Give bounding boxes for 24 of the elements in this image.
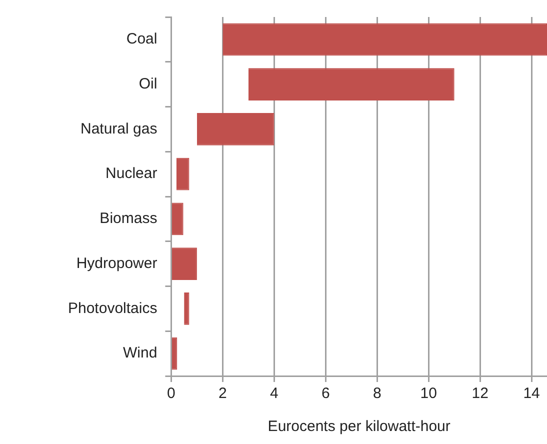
x-tick-label: 8 bbox=[372, 385, 382, 402]
bar bbox=[196, 113, 274, 146]
x-tick-label: 14 bbox=[523, 385, 540, 402]
bar bbox=[172, 248, 197, 280]
x-tick-label: 0 bbox=[167, 385, 176, 402]
y-tick-label: Hydropower bbox=[76, 254, 158, 272]
x-tick-label: 4 bbox=[270, 385, 278, 402]
y-tick-label: Coal bbox=[126, 30, 158, 48]
x-tick-label: 12 bbox=[472, 385, 488, 402]
y-tick-label: Oil bbox=[138, 75, 158, 92]
x-tick-label: 6 bbox=[321, 385, 330, 402]
y-tick-label: Nuclear bbox=[106, 165, 158, 182]
x-axis-title: Eurocents per kilowatt-hour bbox=[268, 418, 450, 436]
bar bbox=[176, 158, 190, 190]
bar bbox=[172, 337, 178, 370]
x-tick-label: 2 bbox=[218, 385, 227, 402]
y-tick-label: Natural gas bbox=[80, 120, 158, 138]
y-tick-label: Biomass bbox=[100, 210, 158, 228]
bar bbox=[172, 202, 184, 236]
y-tick-label: Wind bbox=[123, 344, 158, 362]
y-tick-label: Photovoltaics bbox=[68, 300, 158, 317]
bar bbox=[248, 68, 454, 100]
bar bbox=[222, 23, 547, 56]
x-tick-label: 10 bbox=[420, 385, 437, 402]
